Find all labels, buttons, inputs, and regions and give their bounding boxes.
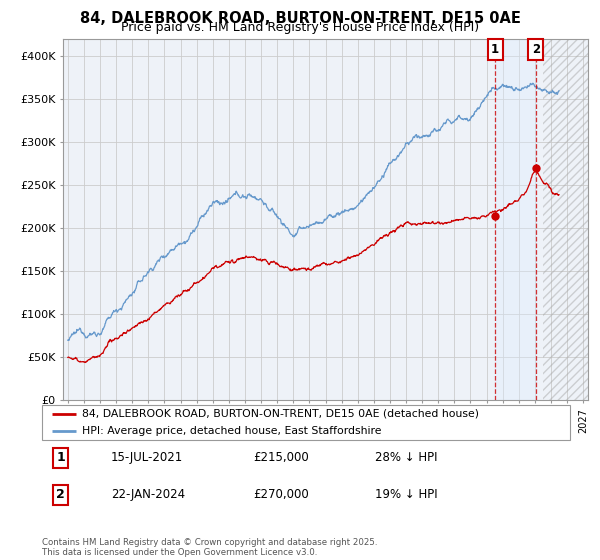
- Bar: [495, 39, 536, 400]
- Text: 19% ↓ HPI: 19% ↓ HPI: [374, 488, 437, 501]
- Text: Contains HM Land Registry data © Crown copyright and database right 2025.
This d: Contains HM Land Registry data © Crown c…: [42, 538, 377, 557]
- Text: 84, DALEBROOK ROAD, BURTON-ON-TRENT, DE15 0AE (detached house): 84, DALEBROOK ROAD, BURTON-ON-TRENT, DE1…: [82, 409, 479, 418]
- Text: 22-JAN-2024: 22-JAN-2024: [110, 488, 185, 501]
- Text: 1: 1: [491, 43, 499, 56]
- Text: Price paid vs. HM Land Registry's House Price Index (HPI): Price paid vs. HM Land Registry's House …: [121, 21, 479, 34]
- Text: £215,000: £215,000: [253, 451, 309, 464]
- Text: £270,000: £270,000: [253, 488, 309, 501]
- FancyBboxPatch shape: [42, 405, 570, 440]
- Text: 1: 1: [56, 451, 65, 464]
- Text: 28% ↓ HPI: 28% ↓ HPI: [374, 451, 437, 464]
- Bar: [543, 39, 588, 400]
- Bar: [543, 39, 588, 400]
- Text: 84, DALEBROOK ROAD, BURTON-ON-TRENT, DE15 0AE: 84, DALEBROOK ROAD, BURTON-ON-TRENT, DE1…: [80, 11, 520, 26]
- Text: 15-JUL-2021: 15-JUL-2021: [110, 451, 183, 464]
- Text: HPI: Average price, detached house, East Staffordshire: HPI: Average price, detached house, East…: [82, 426, 381, 436]
- Text: 2: 2: [56, 488, 65, 501]
- Text: 2: 2: [532, 43, 540, 56]
